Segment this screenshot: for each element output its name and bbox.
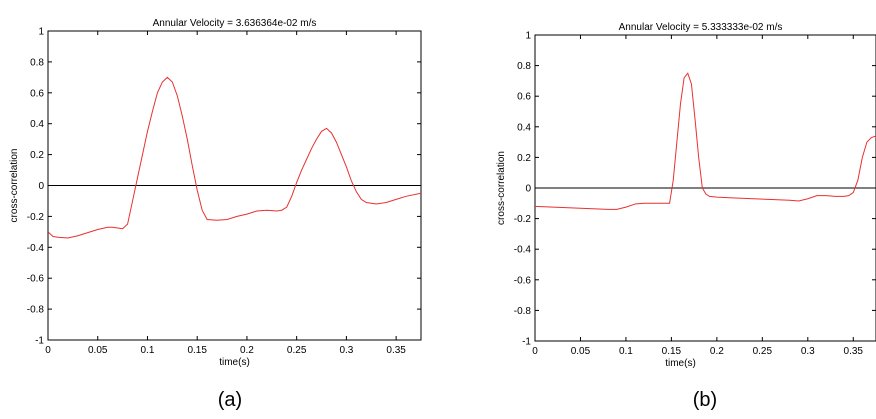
y-tick-label: -0.6 bbox=[514, 275, 532, 286]
y-tick-label: -0.2 bbox=[27, 212, 45, 223]
y-axis-label: cross-correlation bbox=[496, 151, 507, 225]
y-tick-label: 0.4 bbox=[517, 122, 531, 133]
panel-caption: (a) bbox=[218, 389, 242, 411]
chart-panel-2: 0 0.05 0.1 0.15 0.2 0.25 0.3 0.35 -1 -0.8 -0.6 -0.4… bbox=[496, 22, 876, 411]
y-axis-label: cross-correlation bbox=[9, 149, 20, 223]
y-tick-label: 0.6 bbox=[30, 88, 44, 99]
series-line-1 bbox=[535, 72, 876, 210]
x-axis-label: time(s) bbox=[665, 358, 696, 369]
x-tick-label: 0.35 bbox=[844, 346, 864, 357]
y-tick-label: 0.4 bbox=[30, 119, 44, 130]
y-tick-label: -0.4 bbox=[27, 243, 45, 254]
x-axis-label: time(s) bbox=[219, 357, 250, 368]
y-tick-label: -0.4 bbox=[514, 245, 532, 256]
x-tick-label: 0.2 bbox=[710, 346, 724, 357]
y-tick-label: 0 bbox=[38, 181, 44, 192]
y-tick-label: -0.2 bbox=[514, 214, 532, 225]
x-tick-label: 0.1 bbox=[619, 346, 633, 357]
chart-title: Annular Velocity = 5.333333e-02 m/s bbox=[619, 22, 783, 33]
y-tick-label: 0.2 bbox=[30, 150, 44, 161]
series-line-1 bbox=[48, 76, 421, 239]
x-tick-label: 0.1 bbox=[141, 345, 155, 356]
y-tick-label: -1 bbox=[35, 336, 44, 347]
x-tick-label: 0.3 bbox=[339, 345, 353, 356]
chart-title: Annular Velocity = 3.636364e-02 m/s bbox=[153, 18, 317, 29]
y-tick-label: 0.2 bbox=[517, 153, 531, 164]
x-tick-label: 0 bbox=[45, 345, 51, 356]
y-tick-label: -0.8 bbox=[514, 306, 532, 317]
y-tick-label: 1 bbox=[525, 31, 531, 42]
x-tick-label: 0.35 bbox=[386, 345, 406, 356]
x-tick-label: 0.15 bbox=[187, 345, 207, 356]
x-tick-label: 0.3 bbox=[801, 346, 815, 357]
chart-panel-1: 0 0.05 0.1 0.15 0.2 0.25 0.3 0.35 -1 -0.8 -0.6 -0.4… bbox=[9, 18, 422, 411]
x-tick-label: 0 bbox=[532, 346, 538, 357]
y-tick-label: -0.6 bbox=[27, 274, 45, 285]
x-tick-label: 0.2 bbox=[240, 345, 254, 356]
y-tick-label: 0.8 bbox=[517, 61, 531, 72]
y-tick-label: 0.8 bbox=[30, 57, 44, 68]
y-tick-label: 0 bbox=[525, 184, 531, 195]
x-tick-label: 0.05 bbox=[571, 346, 591, 357]
y-tick-label: -1 bbox=[522, 337, 531, 348]
y-tick-label: -0.8 bbox=[27, 305, 45, 316]
x-tick-label: 0.05 bbox=[88, 345, 108, 356]
x-tick-label: 0.15 bbox=[662, 346, 682, 357]
panel-caption: (b) bbox=[693, 389, 717, 411]
y-tick-label: 1 bbox=[38, 27, 44, 38]
y-tick-label: 0.6 bbox=[517, 92, 531, 103]
x-tick-label: 0.25 bbox=[287, 345, 307, 356]
x-tick-label: 0.25 bbox=[753, 346, 773, 357]
